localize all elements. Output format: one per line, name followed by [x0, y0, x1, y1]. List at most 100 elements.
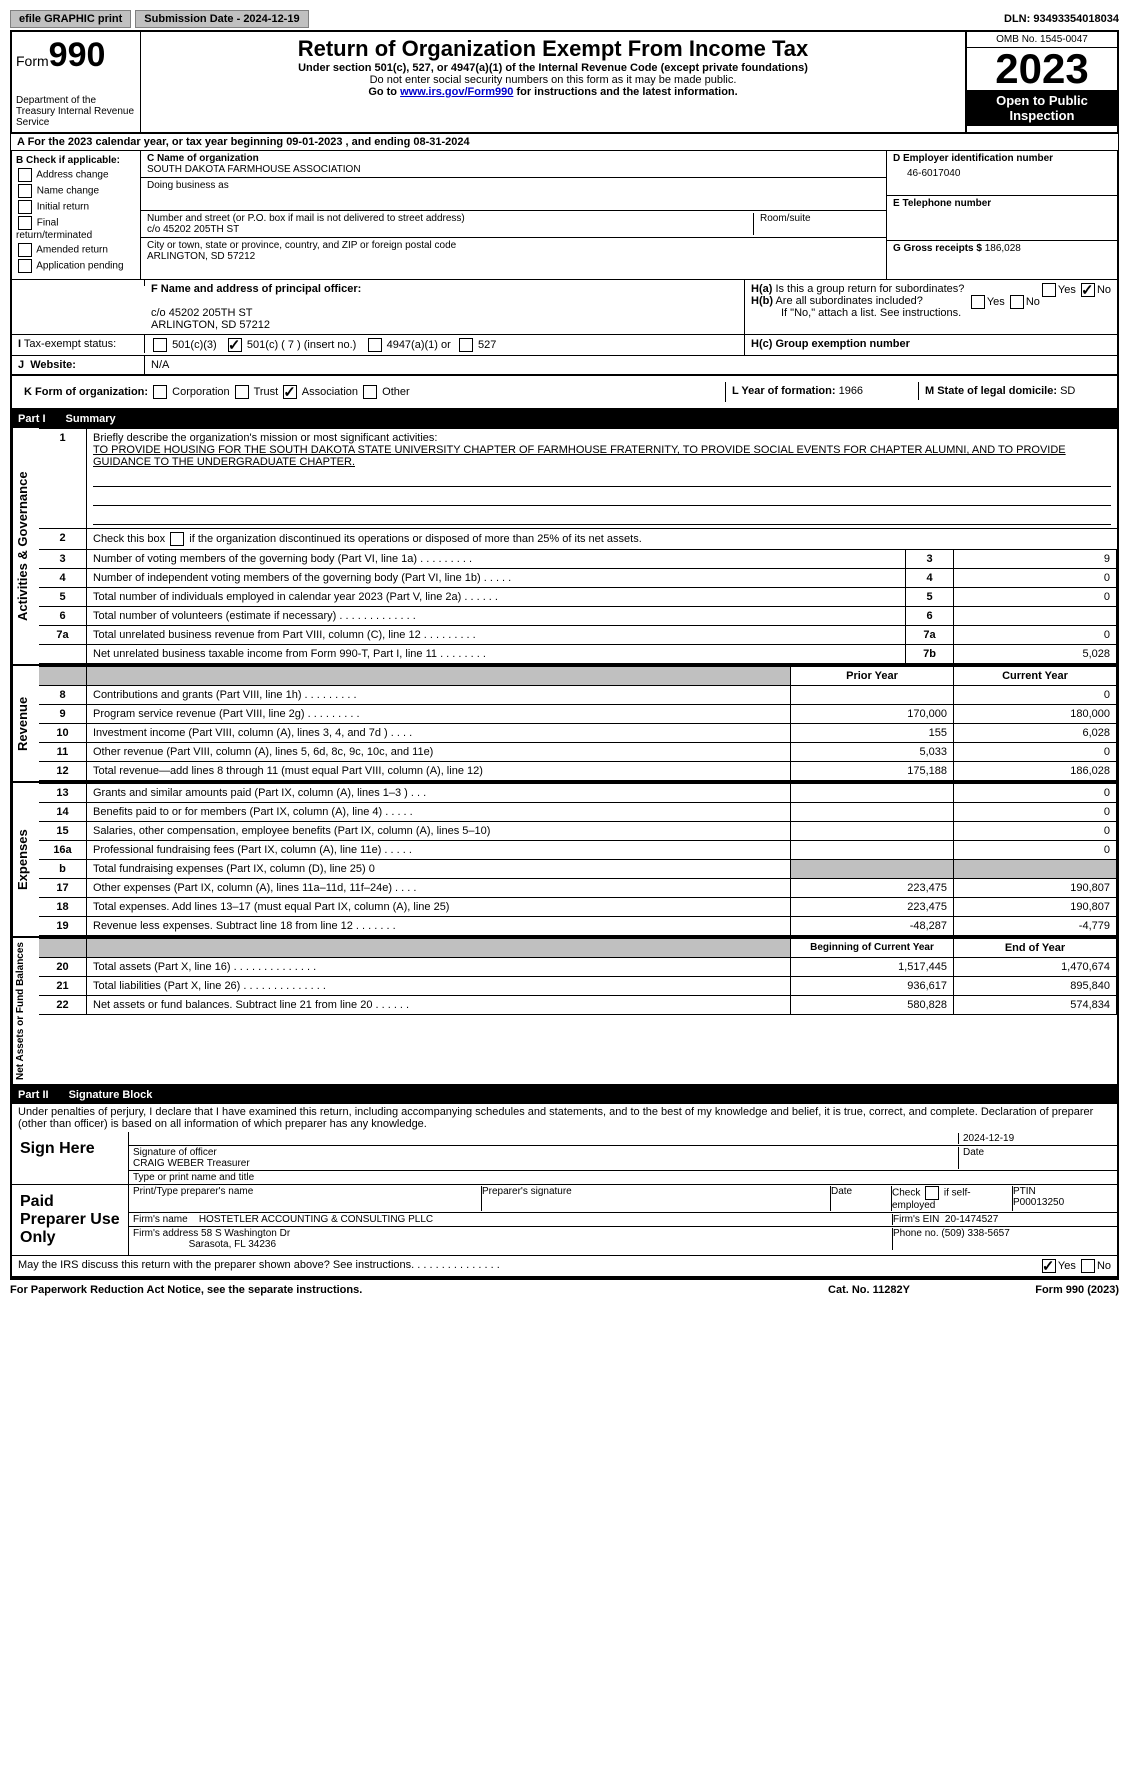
- part2-title: Signature Block: [69, 1089, 153, 1101]
- goto-pre: Go to: [368, 86, 400, 98]
- side-netassets: Net Assets or Fund Balances: [12, 938, 39, 1084]
- s9-label: Program service revenue (Part VIII, line…: [87, 705, 791, 724]
- checkbox-corp[interactable]: [153, 385, 167, 399]
- checkbox-name-change[interactable]: [18, 184, 32, 198]
- 501c7-label: 501(c) ( 7 ) (insert no.): [247, 339, 356, 351]
- s14c: 0: [954, 803, 1117, 822]
- firm-name-label: Firm's name: [133, 1214, 188, 1225]
- hc-label: H(c) Group exemption number: [751, 338, 910, 350]
- 527-label: 527: [478, 339, 496, 351]
- firm-ein: 20-1474527: [945, 1214, 998, 1225]
- irs-link[interactable]: www.irs.gov/Form990: [400, 86, 513, 98]
- checkbox-501c3[interactable]: [153, 338, 167, 352]
- checkbox-trust[interactable]: [235, 385, 249, 399]
- tax-status-label: Tax-exempt status:: [24, 338, 116, 350]
- part2-header: Part II Signature Block: [10, 1086, 1119, 1104]
- efile-button[interactable]: efile GRAPHIC print: [10, 10, 131, 28]
- checkbox-hb-yes[interactable]: [971, 295, 985, 309]
- ptin-label: PTIN: [1013, 1186, 1036, 1197]
- s9p: 170,000: [791, 705, 954, 724]
- other-label: Other: [382, 386, 410, 398]
- checkbox-501c[interactable]: [228, 338, 242, 352]
- sig-officer-name: CRAIG WEBER Treasurer: [133, 1158, 250, 1169]
- s17-label: Other expenses (Part IX, column (A), lin…: [87, 879, 791, 898]
- prior-year-header: Prior Year: [791, 667, 954, 686]
- officer-addr1: c/o 45202 205TH ST: [151, 307, 253, 319]
- room-label: Room/suite: [760, 213, 811, 224]
- s9c: 180,000: [954, 705, 1117, 724]
- side-governance: Activities & Governance: [12, 428, 39, 664]
- footer-pra: For Paperwork Reduction Act Notice, see …: [10, 1284, 769, 1296]
- s11-label: Other revenue (Part VIII, column (A), li…: [87, 743, 791, 762]
- s3-val: 9: [954, 550, 1117, 569]
- s7a-val: 0: [954, 626, 1117, 645]
- city-label: City or town, state or province, country…: [147, 240, 456, 251]
- inspection-badge: Open to Public Inspection: [967, 90, 1117, 126]
- s16a-label: Professional fundraising fees (Part IX, …: [87, 841, 791, 860]
- s8-label: Contributions and grants (Part VIII, lin…: [87, 686, 791, 705]
- s3-label: Number of voting members of the governin…: [87, 550, 906, 569]
- corp-label: Corporation: [172, 386, 229, 398]
- amended-label: Amended return: [36, 245, 108, 256]
- checkbox-hb-no[interactable]: [1010, 295, 1024, 309]
- dba-label: Doing business as: [147, 180, 229, 191]
- checkbox-discuss-no[interactable]: [1081, 1259, 1095, 1273]
- firm-addr2: Sarasota, FL 34236: [189, 1239, 276, 1250]
- firm-addr1: 58 S Washington Dr: [201, 1228, 290, 1239]
- s15p: [791, 822, 954, 841]
- checkbox-ha-yes[interactable]: [1042, 283, 1056, 297]
- s21c: 895,840: [954, 977, 1117, 996]
- dln: DLN: 93493354018034: [1004, 13, 1119, 25]
- domicile: SD: [1060, 385, 1075, 397]
- checkbox-discuss-yes[interactable]: [1042, 1259, 1056, 1273]
- checkbox-self-employed[interactable]: [925, 1186, 939, 1200]
- checkbox-final-return[interactable]: [18, 216, 32, 230]
- s22p: 580,828: [791, 996, 954, 1015]
- name-change-label: Name change: [37, 186, 99, 197]
- s10p: 155: [791, 724, 954, 743]
- checkbox-application-pending[interactable]: [18, 259, 32, 273]
- checkbox-assoc[interactable]: [283, 385, 297, 399]
- s5-val: 0: [954, 588, 1117, 607]
- s16ac: 0: [954, 841, 1117, 860]
- s7b-label: Net unrelated business taxable income fr…: [87, 645, 906, 664]
- part2-num: Part II: [18, 1089, 49, 1101]
- submission-date: Submission Date - 2024-12-19: [135, 10, 308, 28]
- sig-officer-label: Signature of officer: [133, 1147, 217, 1158]
- checkbox-527[interactable]: [459, 338, 473, 352]
- s13c: 0: [954, 784, 1117, 803]
- s12-label: Total revenue—add lines 8 through 11 (mu…: [87, 762, 791, 781]
- s15-label: Salaries, other compensation, employee b…: [87, 822, 791, 841]
- subtitle-2: Do not enter social security numbers on …: [145, 74, 961, 86]
- firm-name: HOSTETLER ACCOUNTING & CONSULTING PLLC: [199, 1214, 433, 1225]
- checkbox-initial-return[interactable]: [18, 200, 32, 214]
- 4947-label: 4947(a)(1) or: [387, 339, 451, 351]
- end-year-header: End of Year: [954, 939, 1117, 958]
- initial-return-label: Initial return: [37, 202, 89, 213]
- checkbox-discontinued[interactable]: [170, 532, 184, 546]
- checkbox-amended[interactable]: [18, 243, 32, 257]
- checkbox-address-change[interactable]: [18, 168, 32, 182]
- checkbox-other[interactable]: [363, 385, 377, 399]
- checkbox-ha-no[interactable]: [1081, 283, 1095, 297]
- s20-label: Total assets (Part X, line 16) . . . . .…: [87, 958, 791, 977]
- year-formation-label: L Year of formation:: [732, 385, 836, 397]
- discuss-label: May the IRS discuss this return with the…: [18, 1259, 1040, 1273]
- sign-here-label: Sign Here: [12, 1132, 129, 1184]
- s7b-val: 5,028: [954, 645, 1117, 664]
- s10c: 6,028: [954, 724, 1117, 743]
- domicile-label: M State of legal domicile:: [925, 385, 1057, 397]
- penalties-text: Under penalties of perjury, I declare th…: [10, 1104, 1119, 1132]
- checkbox-4947[interactable]: [368, 338, 382, 352]
- form-org-label: K Form of organization:: [24, 386, 148, 398]
- s18-label: Total expenses. Add lines 13–17 (must eq…: [87, 898, 791, 917]
- website-value: N/A: [145, 356, 1117, 374]
- app-pending-label: Application pending: [36, 261, 123, 272]
- ha-no: No: [1097, 284, 1111, 296]
- ein-label: D Employer identification number: [893, 153, 1053, 164]
- year-formation: 1966: [839, 385, 863, 397]
- part1-num: Part I: [18, 413, 46, 425]
- form-header: Form990 Department of the Treasury Inter…: [10, 32, 1119, 134]
- s16ap: [791, 841, 954, 860]
- top-bar: efile GRAPHIC print Submission Date - 20…: [10, 10, 1119, 32]
